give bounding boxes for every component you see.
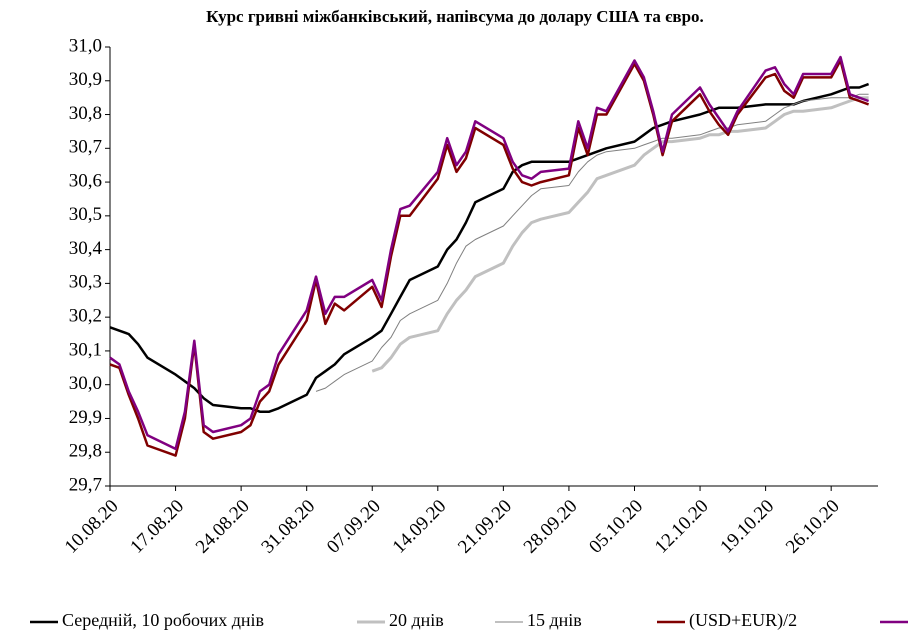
x-tick-label: 28.09.20 xyxy=(520,496,582,558)
x-tick-label: 12.10.20 xyxy=(651,496,713,558)
y-tick-label: 31,0 xyxy=(69,35,102,56)
y-tick-label: 30,9 xyxy=(69,69,102,90)
series-line xyxy=(109,82,870,413)
y-tick-label: 30,1 xyxy=(69,339,102,360)
x-tick-label: 05.10.20 xyxy=(585,496,647,558)
y-tick-label: 29,9 xyxy=(69,407,102,428)
x-tick-label: 21.09.20 xyxy=(454,496,516,558)
series-line xyxy=(315,93,869,392)
x-tick-label: 19.10.20 xyxy=(716,496,778,558)
chart-title: Курс гривні міжбанківський, напівсума до… xyxy=(206,7,704,26)
x-tick-label: 07.09.20 xyxy=(323,496,385,558)
x-tick-label: 17.08.20 xyxy=(126,496,188,558)
series-line xyxy=(109,59,870,457)
legend-label: 15 днів xyxy=(527,610,582,630)
legend-label: (USD+EUR)/2 xyxy=(689,610,797,631)
y-tick-label: 29,7 xyxy=(69,474,102,495)
series-line xyxy=(109,55,870,451)
y-tick-label: 30,0 xyxy=(69,373,102,394)
y-tick-label: 30,2 xyxy=(69,306,102,327)
x-tick-label: 10.08.20 xyxy=(61,496,123,558)
x-tick-label: 31.08.20 xyxy=(257,496,319,558)
y-tick-label: 29,8 xyxy=(69,441,102,462)
x-tick-label: 14.09.20 xyxy=(389,496,451,558)
y-tick-label: 30,4 xyxy=(69,238,103,259)
x-tick-label: 26.10.20 xyxy=(782,496,844,558)
y-tick-label: 30,6 xyxy=(69,170,102,191)
legend-label: 20 днів xyxy=(389,610,444,630)
y-tick-label: 30,8 xyxy=(69,103,102,124)
series-line xyxy=(371,96,869,373)
x-tick-label: 24.08.20 xyxy=(192,496,254,558)
y-tick-label: 30,5 xyxy=(69,204,102,225)
y-tick-label: 30,3 xyxy=(69,272,102,293)
legend-label: Середній, 10 робочих днів xyxy=(62,610,264,630)
y-tick-label: 30,7 xyxy=(69,137,102,158)
